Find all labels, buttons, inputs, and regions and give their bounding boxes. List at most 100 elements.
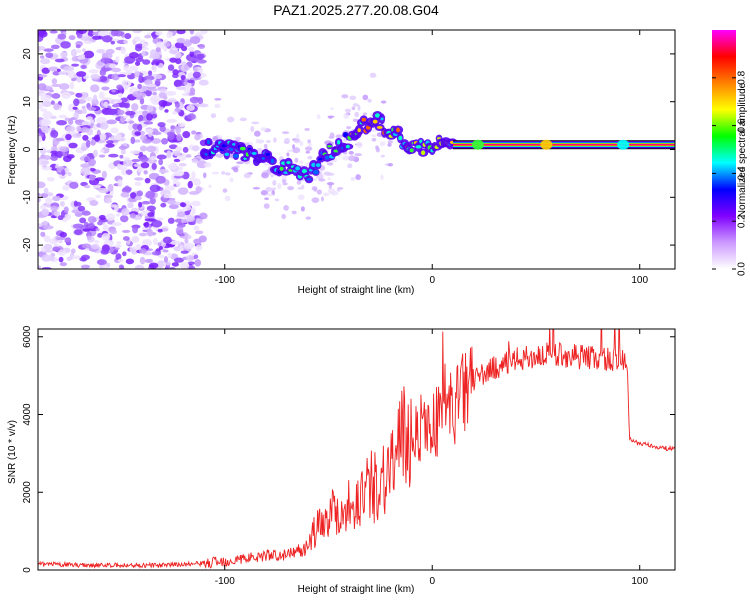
heatmap-cell [158, 245, 164, 250]
heatmap-cell [134, 61, 141, 66]
heatmap-cell [82, 108, 87, 114]
heatmap-cell [120, 149, 126, 155]
heatmap-cell [57, 215, 64, 221]
heatmap-cell [375, 145, 379, 150]
heatmap-cell [301, 169, 307, 174]
heatmap-cell [194, 133, 201, 141]
heatmap-cell [84, 184, 91, 189]
heatmap-cell [151, 251, 162, 256]
heatmap-cell [68, 142, 78, 149]
heatmap-cell [87, 158, 96, 167]
heatmap-cell [116, 240, 122, 245]
heatmap-cell [299, 140, 304, 147]
heatmap-cell [65, 133, 72, 141]
heatmap-cell [186, 82, 192, 89]
heatmap-cell [96, 259, 107, 266]
heatmap-cell [344, 108, 352, 113]
heatmap-cell [125, 258, 135, 265]
snr-x-label: Height of straight line (km) [298, 584, 415, 595]
heatmap-cell [167, 217, 175, 224]
heatmap-cell [176, 30, 186, 35]
heatmap-cell [98, 30, 106, 37]
heatmap-cell [175, 146, 183, 152]
heatmap-cell [305, 216, 312, 220]
heatmap-cell [346, 126, 352, 130]
heatmap-cell [76, 71, 87, 77]
heatmap-cell [106, 119, 117, 125]
heatmap-cell [129, 192, 137, 199]
heatmap-cell [138, 201, 143, 208]
heatmap-cell [142, 59, 151, 65]
heatmap-cell [191, 171, 196, 179]
heatmap-cell [167, 252, 172, 259]
heatmap-cell [294, 157, 299, 163]
heatmap-cell [115, 253, 122, 261]
heatmap-cell [409, 148, 414, 153]
heatmap-cell [38, 265, 42, 269]
spectrogram-x-label: Height of straight line (km) [298, 285, 415, 296]
heatmap-cell [168, 266, 176, 269]
heatmap-cell [81, 210, 91, 216]
heatmap-marks [38, 30, 675, 269]
heatmap-cell [38, 102, 44, 110]
heatmap-cell [56, 150, 63, 159]
heatmap-cell [39, 147, 47, 155]
heatmap-cell [143, 222, 149, 228]
heatmap-cell [52, 246, 61, 252]
heatmap-cell [272, 179, 277, 186]
heatmap-cell [120, 215, 129, 223]
heatmap-cell [138, 114, 144, 123]
heatmap-cell [173, 158, 181, 163]
heatmap-cell [90, 84, 100, 93]
heatmap-cell [350, 176, 356, 182]
heatmap-cell [374, 113, 381, 118]
heatmap-cell [146, 205, 156, 212]
heatmap-cell [151, 220, 163, 228]
heatmap-cell [180, 218, 188, 224]
heatmap-cell [93, 240, 100, 244]
heatmap-cell [41, 100, 52, 108]
heatmap-cell [123, 159, 132, 167]
heatmap-cell [62, 184, 70, 191]
heatmap-cell [43, 48, 54, 52]
heatmap-cell [291, 210, 297, 215]
heatmap-cell [88, 69, 99, 74]
heatmap-cell [286, 161, 291, 164]
heatmap-cell [58, 256, 64, 263]
heatmap-cell [162, 249, 169, 253]
heatmap-cell [76, 55, 86, 60]
y-tick-label: 4000 [22, 403, 33, 426]
snr-series-line [38, 329, 675, 569]
heatmap-cell [165, 185, 175, 191]
heatmap-cell [38, 192, 41, 197]
heatmap-cell [50, 100, 55, 105]
heatmap-cell [141, 86, 148, 91]
x-tick-label: 100 [631, 275, 648, 286]
heatmap-cell [87, 106, 97, 111]
heatmap-cell [164, 42, 171, 47]
heatmap-cell [233, 167, 239, 173]
heatmap-cell [261, 156, 265, 160]
heatmap-cell [89, 200, 99, 207]
heatmap-cell [175, 201, 180, 206]
heatmap-cell [177, 211, 186, 218]
heatmap-cell [102, 224, 109, 231]
heatmap-cell [43, 243, 53, 250]
heatmap-cell [150, 95, 161, 103]
heatmap-cell [66, 126, 73, 132]
heatmap-cell [145, 190, 156, 199]
heatmap-cell [123, 115, 128, 119]
heatmap-cell [376, 125, 383, 129]
heatmap-cell [134, 45, 143, 52]
heatmap-cell [86, 235, 92, 241]
heatmap-cell [96, 48, 106, 54]
heatmap-cell [106, 140, 114, 144]
heatmap-cell [120, 265, 125, 269]
heatmap-cell [117, 258, 124, 263]
heatmap-cell [122, 186, 132, 192]
x-tick-label: 100 [631, 576, 648, 587]
heatmap-cell [182, 146, 189, 153]
heatmap-cell [166, 99, 178, 103]
heatmap-cell [320, 196, 324, 202]
heatmap-cell [341, 94, 349, 99]
